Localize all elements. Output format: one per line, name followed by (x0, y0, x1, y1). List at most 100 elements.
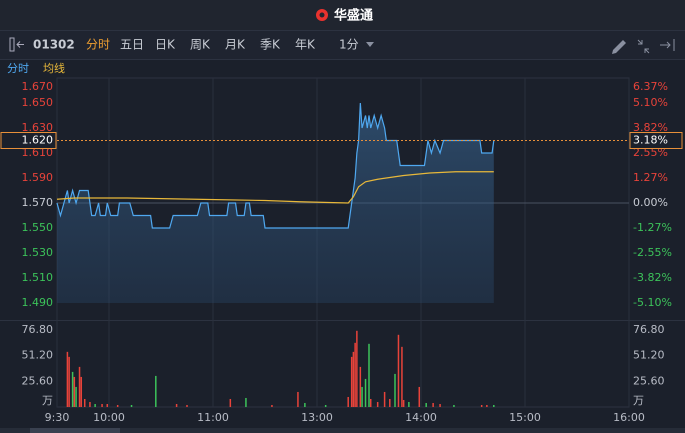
header-title: 华盛通 (334, 8, 373, 24)
resize-icon[interactable] (637, 39, 650, 54)
y-tick-label: 76.80 (22, 323, 54, 336)
y2-tick-label: -2.55% (633, 246, 672, 259)
volume-bar (175, 403, 178, 407)
last-price-label: 1.620 (22, 134, 54, 147)
y-tick-label: 51.20 (22, 349, 54, 362)
x-tick-label: 9:30 (45, 411, 70, 424)
volume-bar (73, 376, 76, 407)
volume-bar (361, 386, 363, 407)
volume-bar (402, 399, 405, 407)
volume-bar (347, 396, 349, 407)
y-tick-label: 1.570 (22, 196, 54, 209)
volume-bar (94, 403, 96, 407)
x-tick-label: 14:00 (405, 411, 437, 424)
volume-bar (78, 366, 81, 407)
x-tick-label: 10:00 (93, 411, 125, 424)
volume-bar (439, 403, 441, 407)
volume-bar (376, 401, 379, 407)
y2-tick-label: 5.10% (633, 96, 668, 109)
volume-bar (369, 398, 372, 407)
y-tick-label: 1.650 (22, 96, 54, 109)
toolbar (0, 30, 685, 60)
legend-entry[interactable]: 分时 (7, 62, 29, 75)
draw-icon[interactable] (612, 40, 626, 54)
volume-bar (493, 404, 495, 407)
tab[interactable]: 季K (260, 38, 281, 52)
volume-bar (354, 342, 356, 407)
y-tick-label: 1.630 (22, 121, 54, 134)
tab[interactable]: 年K (295, 38, 316, 52)
y-tick-label: 1.670 (22, 80, 54, 93)
x-tick-label: 15:00 (509, 411, 541, 424)
last-change-label: 3.18% (633, 134, 668, 147)
y-tick-label: 1.610 (22, 146, 54, 159)
volume-bar (71, 371, 74, 407)
expand-icon[interactable] (660, 39, 675, 51)
tab[interactable]: 日K (155, 38, 176, 52)
volume-bar (364, 378, 367, 407)
y-tick-label: 25.60 (22, 374, 54, 387)
y-tick-label: 1.530 (22, 246, 54, 259)
y-tick-label: 1.590 (22, 171, 54, 184)
collapse-arrow (16, 41, 24, 48)
dropdown-arrow (366, 42, 374, 47)
average-line (56, 171, 494, 204)
volume-bar (356, 330, 358, 407)
x-tick-label: 13:00 (301, 411, 333, 424)
y2-tick-label: 51.20 (633, 349, 665, 362)
volume-bar (155, 375, 157, 407)
volume-bar (408, 401, 410, 407)
volume-bar (397, 334, 400, 407)
tab[interactable]: 五日 (120, 38, 144, 52)
interval-select[interactable]: 1分 (339, 38, 359, 52)
price-area (57, 103, 494, 303)
volume-bar (83, 398, 86, 407)
y2-tick-label: 3.82% (633, 121, 668, 134)
volume-bar (401, 346, 403, 407)
y-tick-label: 1.510 (22, 271, 54, 284)
scroll-thumb (30, 428, 120, 433)
price-line (56, 102, 495, 229)
y2-tick-label: 2.55% (633, 146, 668, 159)
volume-unit: 万 (633, 394, 644, 407)
volume-bar (486, 404, 488, 407)
volume-bar (106, 403, 109, 407)
volume-bar (245, 397, 247, 407)
volume-bar (394, 373, 396, 407)
volume-bar (418, 386, 421, 407)
tab[interactable]: 月K (225, 38, 246, 52)
x-tick-label: 16:00 (613, 411, 645, 424)
volume-bar (186, 404, 188, 407)
volume-bar (68, 356, 70, 407)
collapse-icon[interactable] (9, 37, 15, 52)
y2-tick-label: 76.80 (633, 323, 665, 336)
scroll-bar (0, 428, 685, 433)
volume-bar (89, 401, 91, 407)
volume-bar (66, 351, 69, 407)
tab[interactable]: 分时 (86, 38, 110, 52)
y-tick-label: 1.490 (22, 296, 54, 309)
volume-bar (324, 404, 327, 407)
volume-bar (80, 376, 83, 407)
y2-tick-label: 0.00% (633, 196, 668, 209)
volume-unit: 万 (42, 394, 53, 407)
y2-tick-label: 6.37% (633, 80, 668, 93)
y2-tick-label: -1.27% (633, 221, 672, 234)
y2-tick-label: -3.82% (633, 271, 672, 284)
header-bar (0, 0, 685, 30)
tab[interactable]: 周K (190, 38, 211, 52)
legend-entry[interactable]: 均线 (43, 61, 65, 75)
volume-bar (271, 404, 273, 407)
volume-bar (368, 343, 370, 407)
volume-bar (101, 403, 103, 407)
volume-bar (116, 404, 119, 407)
volume-bar (453, 404, 455, 407)
x-tick-label: 11:00 (197, 411, 229, 424)
volume-bar (304, 402, 306, 407)
y2-tick-label: 25.60 (633, 374, 665, 387)
y2-tick-label: -5.10% (633, 296, 672, 309)
logo-hole (319, 12, 325, 18)
last-change-box (629, 132, 683, 149)
